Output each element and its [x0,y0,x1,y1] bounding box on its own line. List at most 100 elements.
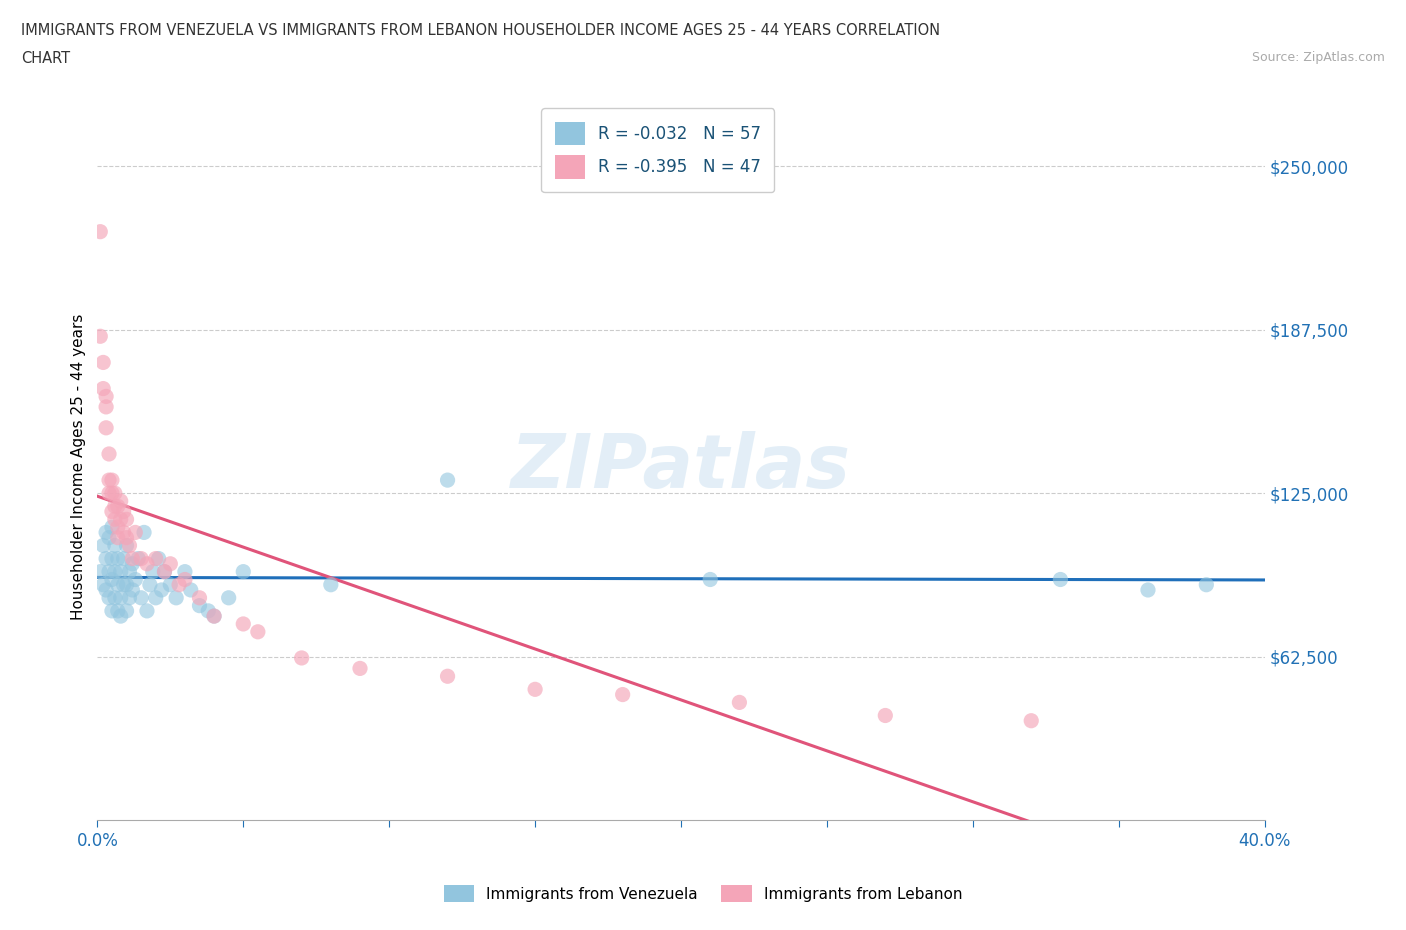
Point [728,695,751,710]
Point [94,389,117,404]
Point [124,525,146,539]
Point [118,565,141,579]
Point [145,551,167,566]
Point [129,551,152,566]
Point [104,565,127,579]
Point [91,355,114,370]
Point [136,604,159,618]
Point [218,591,240,605]
Point [101,520,124,535]
Text: Source: ZipAtlas.com: Source: ZipAtlas.com [1251,51,1385,64]
Point [1195,578,1218,592]
Point [107,578,129,592]
Point [110,608,132,623]
Point [107,530,129,545]
Point [180,582,202,597]
Point [188,598,211,613]
Point [153,565,176,579]
Point [612,687,634,702]
Point [875,708,897,723]
Point [436,472,458,487]
Point [127,551,149,566]
Point [94,400,117,415]
Point [174,572,197,587]
Point [115,604,138,618]
Point [112,578,135,592]
Point [1136,582,1159,597]
Y-axis label: Householder Income Ages 25 - 44 years: Householder Income Ages 25 - 44 years [72,313,86,620]
Point [89,565,111,579]
Point [101,472,124,487]
Point [132,525,155,539]
Point [115,512,138,526]
Point [232,565,254,579]
Legend: R = -0.032   N = 57, R = -0.395   N = 47: R = -0.032 N = 57, R = -0.395 N = 47 [541,108,775,192]
Point [91,381,114,396]
Point [349,661,371,676]
Point [165,591,187,605]
Point [142,565,165,579]
Point [98,591,121,605]
Point [118,591,141,605]
Point [104,512,127,526]
Point [188,591,211,605]
Point [94,525,117,539]
Point [129,591,152,605]
Point [1019,713,1042,728]
Text: ZIPatlas: ZIPatlas [510,431,851,503]
Point [104,485,127,500]
Point [94,582,117,597]
Point [699,572,721,587]
Point [89,329,111,344]
Point [202,608,225,623]
Point [101,572,124,587]
Point [115,578,138,592]
Point [104,591,127,605]
Point [101,504,124,519]
Point [101,485,124,500]
Point [291,650,314,665]
Point [145,591,167,605]
Point [91,538,114,553]
Point [150,582,173,597]
Point [159,578,181,592]
Point [107,551,129,566]
Point [101,551,124,566]
Point [110,565,132,579]
Point [121,582,143,597]
Point [112,525,135,539]
Point [112,504,135,519]
Point [167,578,190,592]
Point [121,551,143,566]
Point [524,682,547,697]
Point [110,494,132,509]
Point [94,420,117,435]
Point [232,617,254,631]
Point [246,624,269,639]
Point [110,591,132,605]
Point [153,565,176,579]
Point [98,565,121,579]
Point [107,498,129,513]
Point [136,556,159,571]
Point [115,538,138,553]
Text: IMMIGRANTS FROM VENEZUELA VS IMMIGRANTS FROM LEBANON HOUSEHOLDER INCOME AGES 25 : IMMIGRANTS FROM VENEZUELA VS IMMIGRANTS … [21,23,941,38]
Point [104,538,127,553]
Point [98,530,121,545]
Text: CHART: CHART [21,51,70,66]
Point [104,498,127,513]
Point [89,224,111,239]
Legend: Immigrants from Venezuela, Immigrants from Lebanon: Immigrants from Venezuela, Immigrants fr… [437,879,969,909]
Point [159,556,181,571]
Point [107,520,129,535]
Point [202,608,225,623]
Point [118,538,141,553]
Point [107,604,129,618]
Point [101,604,124,618]
Point [436,669,458,684]
Point [197,604,219,618]
Point [98,485,121,500]
Point [319,578,342,592]
Point [110,512,132,526]
Point [94,551,117,566]
